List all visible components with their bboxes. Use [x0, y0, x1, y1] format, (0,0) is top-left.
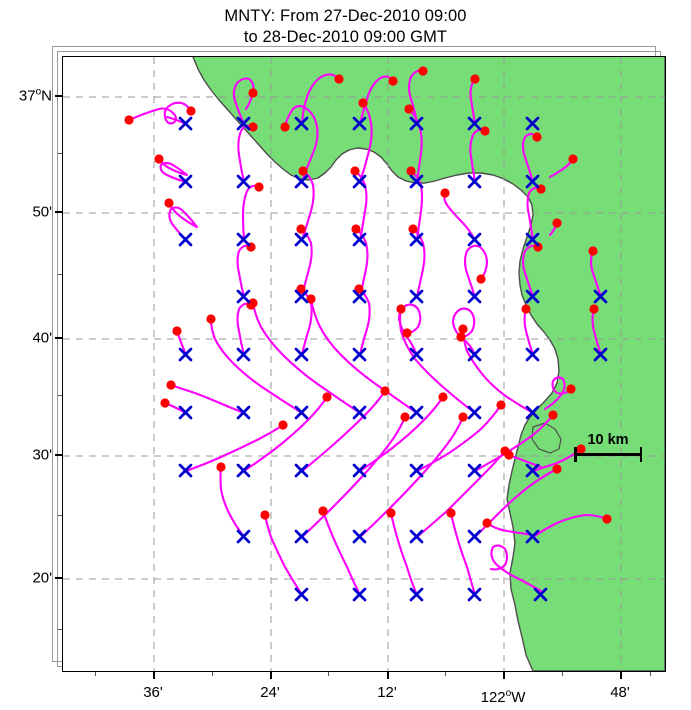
y-tick-minor-3 — [58, 515, 62, 516]
y-tick-major-1 — [55, 211, 62, 213]
map-plot: 10 km — [52, 46, 666, 679]
x-tick-major-4 — [620, 672, 622, 679]
scale-bar-cap-right — [639, 447, 642, 462]
y-tick-major-4 — [55, 577, 62, 579]
end-point-markers — [124, 66, 612, 528]
y-tick-minor-1 — [58, 274, 62, 275]
x-axis-label-4: 48' — [610, 684, 630, 701]
x-axis-label-3: 122oW — [480, 688, 526, 707]
x-tick-major-0 — [153, 672, 155, 679]
x-axis-label-2: 12' — [377, 684, 397, 701]
y-tick-major-0 — [55, 95, 62, 97]
y-axis-label-3: 30' — [32, 446, 52, 464]
x-axis-label-1: 24' — [260, 684, 280, 701]
y-tick-minor-0 — [58, 153, 62, 154]
x-tick-major-1 — [270, 672, 272, 679]
y-axis-label-4: 20' — [32, 569, 52, 587]
map-canvas — [63, 57, 665, 671]
y-tick-major-2 — [55, 337, 62, 339]
plot-area: 10 km — [62, 56, 666, 672]
chart-title: MNTY: From 27-Dec-2010 09:00 to 28-Dec-2… — [0, 6, 691, 48]
trajectory-paths — [127, 69, 609, 597]
x-tick-minor-1 — [212, 672, 213, 676]
scale-bar-line — [574, 453, 642, 456]
y-tick-major-3 — [55, 454, 62, 456]
start-point-markers — [178, 116, 608, 602]
title-line-2: to 28-Dec-2010 09:00 GMT — [243, 28, 448, 46]
x-tick-minor-5 — [650, 672, 651, 676]
y-tick-minor-4 — [58, 629, 62, 630]
y-axis-label-1: 50' — [32, 203, 52, 221]
x-tick-major-3 — [503, 672, 505, 679]
x-tick-minor-3 — [445, 672, 446, 676]
x-tick-minor-2 — [328, 672, 329, 676]
title-line-1: MNTY: From 27-Dec-2010 09:00 — [224, 7, 467, 25]
x-tick-major-2 — [387, 672, 389, 679]
scale-bar: 10 km — [574, 432, 642, 467]
x-axis-label-0: 36' — [143, 684, 163, 701]
y-axis-label-2: 40' — [32, 329, 52, 347]
y-tick-minor-2 — [58, 395, 62, 396]
land-polygon — [192, 57, 665, 671]
y-axis-label-0: 37oN — [18, 86, 52, 105]
x-tick-minor-4 — [562, 672, 563, 676]
x-tick-minor-0 — [95, 672, 96, 676]
scale-bar-cap-left — [574, 447, 577, 462]
scale-bar-label: 10 km — [587, 432, 629, 448]
